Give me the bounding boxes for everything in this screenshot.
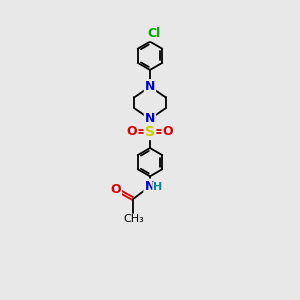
Text: N: N — [144, 180, 155, 193]
Text: CH₃: CH₃ — [123, 214, 144, 224]
Text: N: N — [145, 80, 155, 93]
Text: S: S — [145, 125, 155, 139]
Text: O: O — [163, 125, 173, 138]
Text: Cl: Cl — [147, 27, 160, 40]
Text: H: H — [153, 182, 162, 192]
Text: N: N — [145, 112, 155, 125]
Text: O: O — [110, 183, 121, 196]
Text: O: O — [127, 125, 137, 138]
